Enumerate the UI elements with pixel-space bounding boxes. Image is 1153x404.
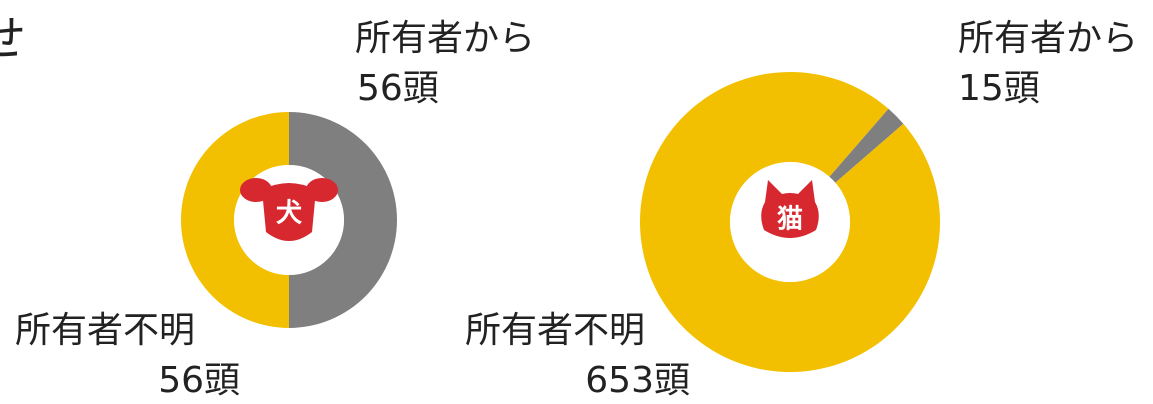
cat-label: 猫 bbox=[777, 205, 803, 235]
category-label: 所有者から bbox=[958, 18, 1138, 59]
dog-label: 犬 bbox=[276, 199, 303, 229]
donut-segment bbox=[181, 112, 289, 328]
value-label: 56頭 bbox=[357, 68, 439, 109]
donut-segment bbox=[289, 112, 397, 328]
value-label: 653頭 bbox=[585, 360, 690, 401]
value-label: 56頭 bbox=[158, 360, 240, 401]
donut-segment bbox=[829, 108, 904, 183]
clipped-text: せ bbox=[0, 11, 26, 67]
rings bbox=[181, 71, 940, 372]
cat-icon: 猫 bbox=[761, 180, 819, 238]
category-label: 所有者から bbox=[355, 18, 535, 59]
donut-segment bbox=[639, 71, 940, 372]
dog-icon: 犬 bbox=[240, 178, 338, 241]
category-label: 所有者不明 bbox=[465, 310, 645, 351]
category-label: 所有者不明 bbox=[15, 310, 195, 351]
value-label: 15頭 bbox=[958, 68, 1040, 109]
